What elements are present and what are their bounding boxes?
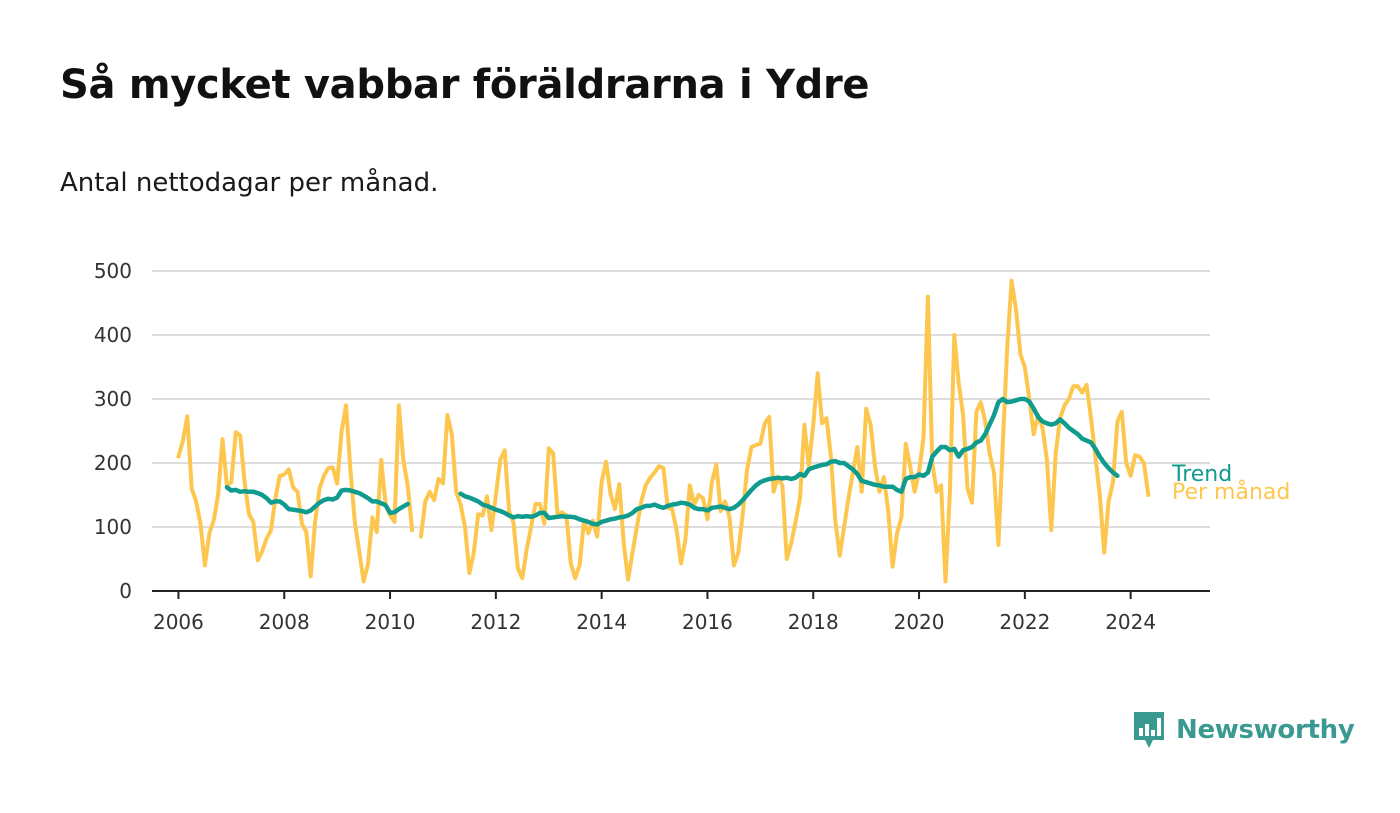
grid-lines bbox=[152, 270, 1210, 528]
x-tick-label: 2006 bbox=[153, 610, 204, 634]
y-tick-label: 0 bbox=[119, 579, 132, 603]
bar-chart-speech-bubble-icon bbox=[1134, 712, 1164, 748]
newsworthy-logo: Newsworthy bbox=[1132, 710, 1355, 750]
y-axis: 0 100 200 300 400 500 bbox=[94, 259, 132, 603]
series-line-per-manad bbox=[176, 278, 1151, 584]
series-line-trend bbox=[224, 396, 1120, 527]
legend-label-trend: Trend bbox=[1171, 462, 1232, 487]
x-tick-label: 2014 bbox=[576, 610, 627, 634]
y-tick-label: 200 bbox=[94, 451, 132, 475]
y-tick-label: 400 bbox=[94, 323, 132, 347]
x-tick-label: 2010 bbox=[365, 610, 416, 634]
y-tick-label: 300 bbox=[94, 387, 132, 411]
y-tick-label: 100 bbox=[94, 515, 132, 539]
chart-subtitle: Antal nettodagar per månad. bbox=[60, 168, 439, 198]
brand-name: Newsworthy bbox=[1176, 715, 1355, 745]
x-tick-label: 2020 bbox=[894, 610, 945, 634]
x-axis: 2006 2008 2010 2012 2014 2016 2018 2020 2022 2024 bbox=[152, 590, 1210, 634]
x-tick-label: 2012 bbox=[470, 610, 521, 634]
legend-label-per-manad: Per månad bbox=[1172, 479, 1290, 505]
x-tick-label: 2008 bbox=[259, 610, 310, 634]
x-tick-label: 2024 bbox=[1105, 610, 1156, 634]
x-tick-label: 2016 bbox=[682, 610, 733, 634]
x-tick-label: 2018 bbox=[788, 610, 839, 634]
chart-title: Så mycket vabbar föräldrarna i Ydre bbox=[60, 62, 870, 108]
x-tick-label: 2022 bbox=[999, 610, 1050, 634]
y-tick-label: 500 bbox=[94, 259, 132, 283]
series-lines bbox=[176, 278, 1151, 584]
